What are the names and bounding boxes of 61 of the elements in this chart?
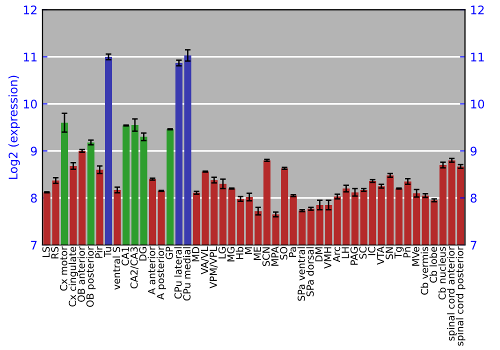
x-tick-label: Pa [288, 247, 296, 257]
x-tick-label: spinal cord anterior [447, 246, 456, 341]
x-tick-label: RS [51, 246, 59, 258]
x-tick-label: ventral S [112, 246, 120, 290]
y-tick-label: 12 [24, 6, 36, 14]
x-tick-label: Arc [332, 246, 340, 262]
x-tick-label: PAG [350, 247, 358, 265]
x-tick-label: CPu lateral [174, 247, 182, 299]
x-tick-label: Hb [236, 246, 244, 259]
x-tick-label: OB posterior [86, 246, 96, 307]
x-tick-label: SPa dorsal [306, 247, 314, 296]
y2-tick-label: 10 [471, 100, 484, 109]
x-tick-label: GP [166, 246, 173, 260]
x-tick-label: DM [315, 247, 322, 262]
y2-tick-label: 9 [470, 146, 477, 156]
x-tick-label: SO [280, 246, 288, 260]
y2-tick-label: 8 [470, 194, 477, 203]
x-tick-label: VA/VL [200, 246, 209, 274]
x-tick-label: MVe [412, 246, 420, 266]
x-tick-label: Cb vermis [420, 246, 428, 295]
y-tick-label: 9 [30, 146, 37, 156]
x-tick-label: Cb nucleus [438, 246, 446, 300]
x-tick-label: IC [368, 246, 376, 256]
x-tick-label: LG [218, 247, 226, 258]
y-tick-label: 8 [30, 194, 37, 203]
x-tick-label: DG [139, 247, 147, 260]
x-tick-label: VMH [324, 247, 332, 269]
x-tick-label: SN [386, 247, 394, 260]
x-tick-label: SPa ventral [297, 247, 305, 301]
x-tick-label: CA1 [122, 247, 129, 266]
x-tick-label: Tu [104, 247, 112, 258]
x-tick-label: CA2/CA3 [130, 247, 139, 288]
x-tick-label: M [244, 247, 252, 254]
x-tick-label: MPA [271, 246, 278, 266]
y-axis-title: Log2 (expression) [8, 76, 20, 179]
x-tick-label: SCN [262, 247, 270, 266]
x-tick-label: Tg [394, 247, 404, 259]
x-tick-label: spinal cord posterior [456, 246, 466, 346]
x-tick-label: Pn [403, 247, 410, 258]
x-tick-label: Pir [95, 246, 102, 258]
x-tick-label: Cx motor [60, 246, 68, 291]
x-tick-label: SC [359, 246, 367, 259]
y-tick-label: 7 [31, 240, 37, 250]
x-tick-label: LH [342, 247, 349, 258]
x-tick-label: CPu medial [183, 247, 191, 301]
y-tick-label: 11 [24, 52, 37, 62]
y2-tick-label: 12 [471, 6, 484, 14]
x-tick-label: MG [227, 247, 235, 262]
x-tick-label: MD [192, 246, 200, 262]
x-tick-label: VTA [376, 246, 384, 265]
x-tick-label: Cx cingulate [68, 246, 78, 306]
x-tick-label: Cb lobe [429, 246, 438, 283]
x-tick-label: OB anterior [77, 246, 85, 302]
y2-tick-label: 7 [470, 240, 476, 250]
x-tick-label: A posterior [156, 246, 166, 300]
x-tick-label: ME [254, 247, 261, 260]
x-tick-label: A anterior [148, 246, 156, 295]
x-tick-label: VPM/VPL [210, 246, 218, 288]
y-tick-label: 10 [24, 100, 37, 109]
x-tick-label: LS [42, 246, 50, 258]
y2-tick-label: 11 [471, 52, 484, 62]
